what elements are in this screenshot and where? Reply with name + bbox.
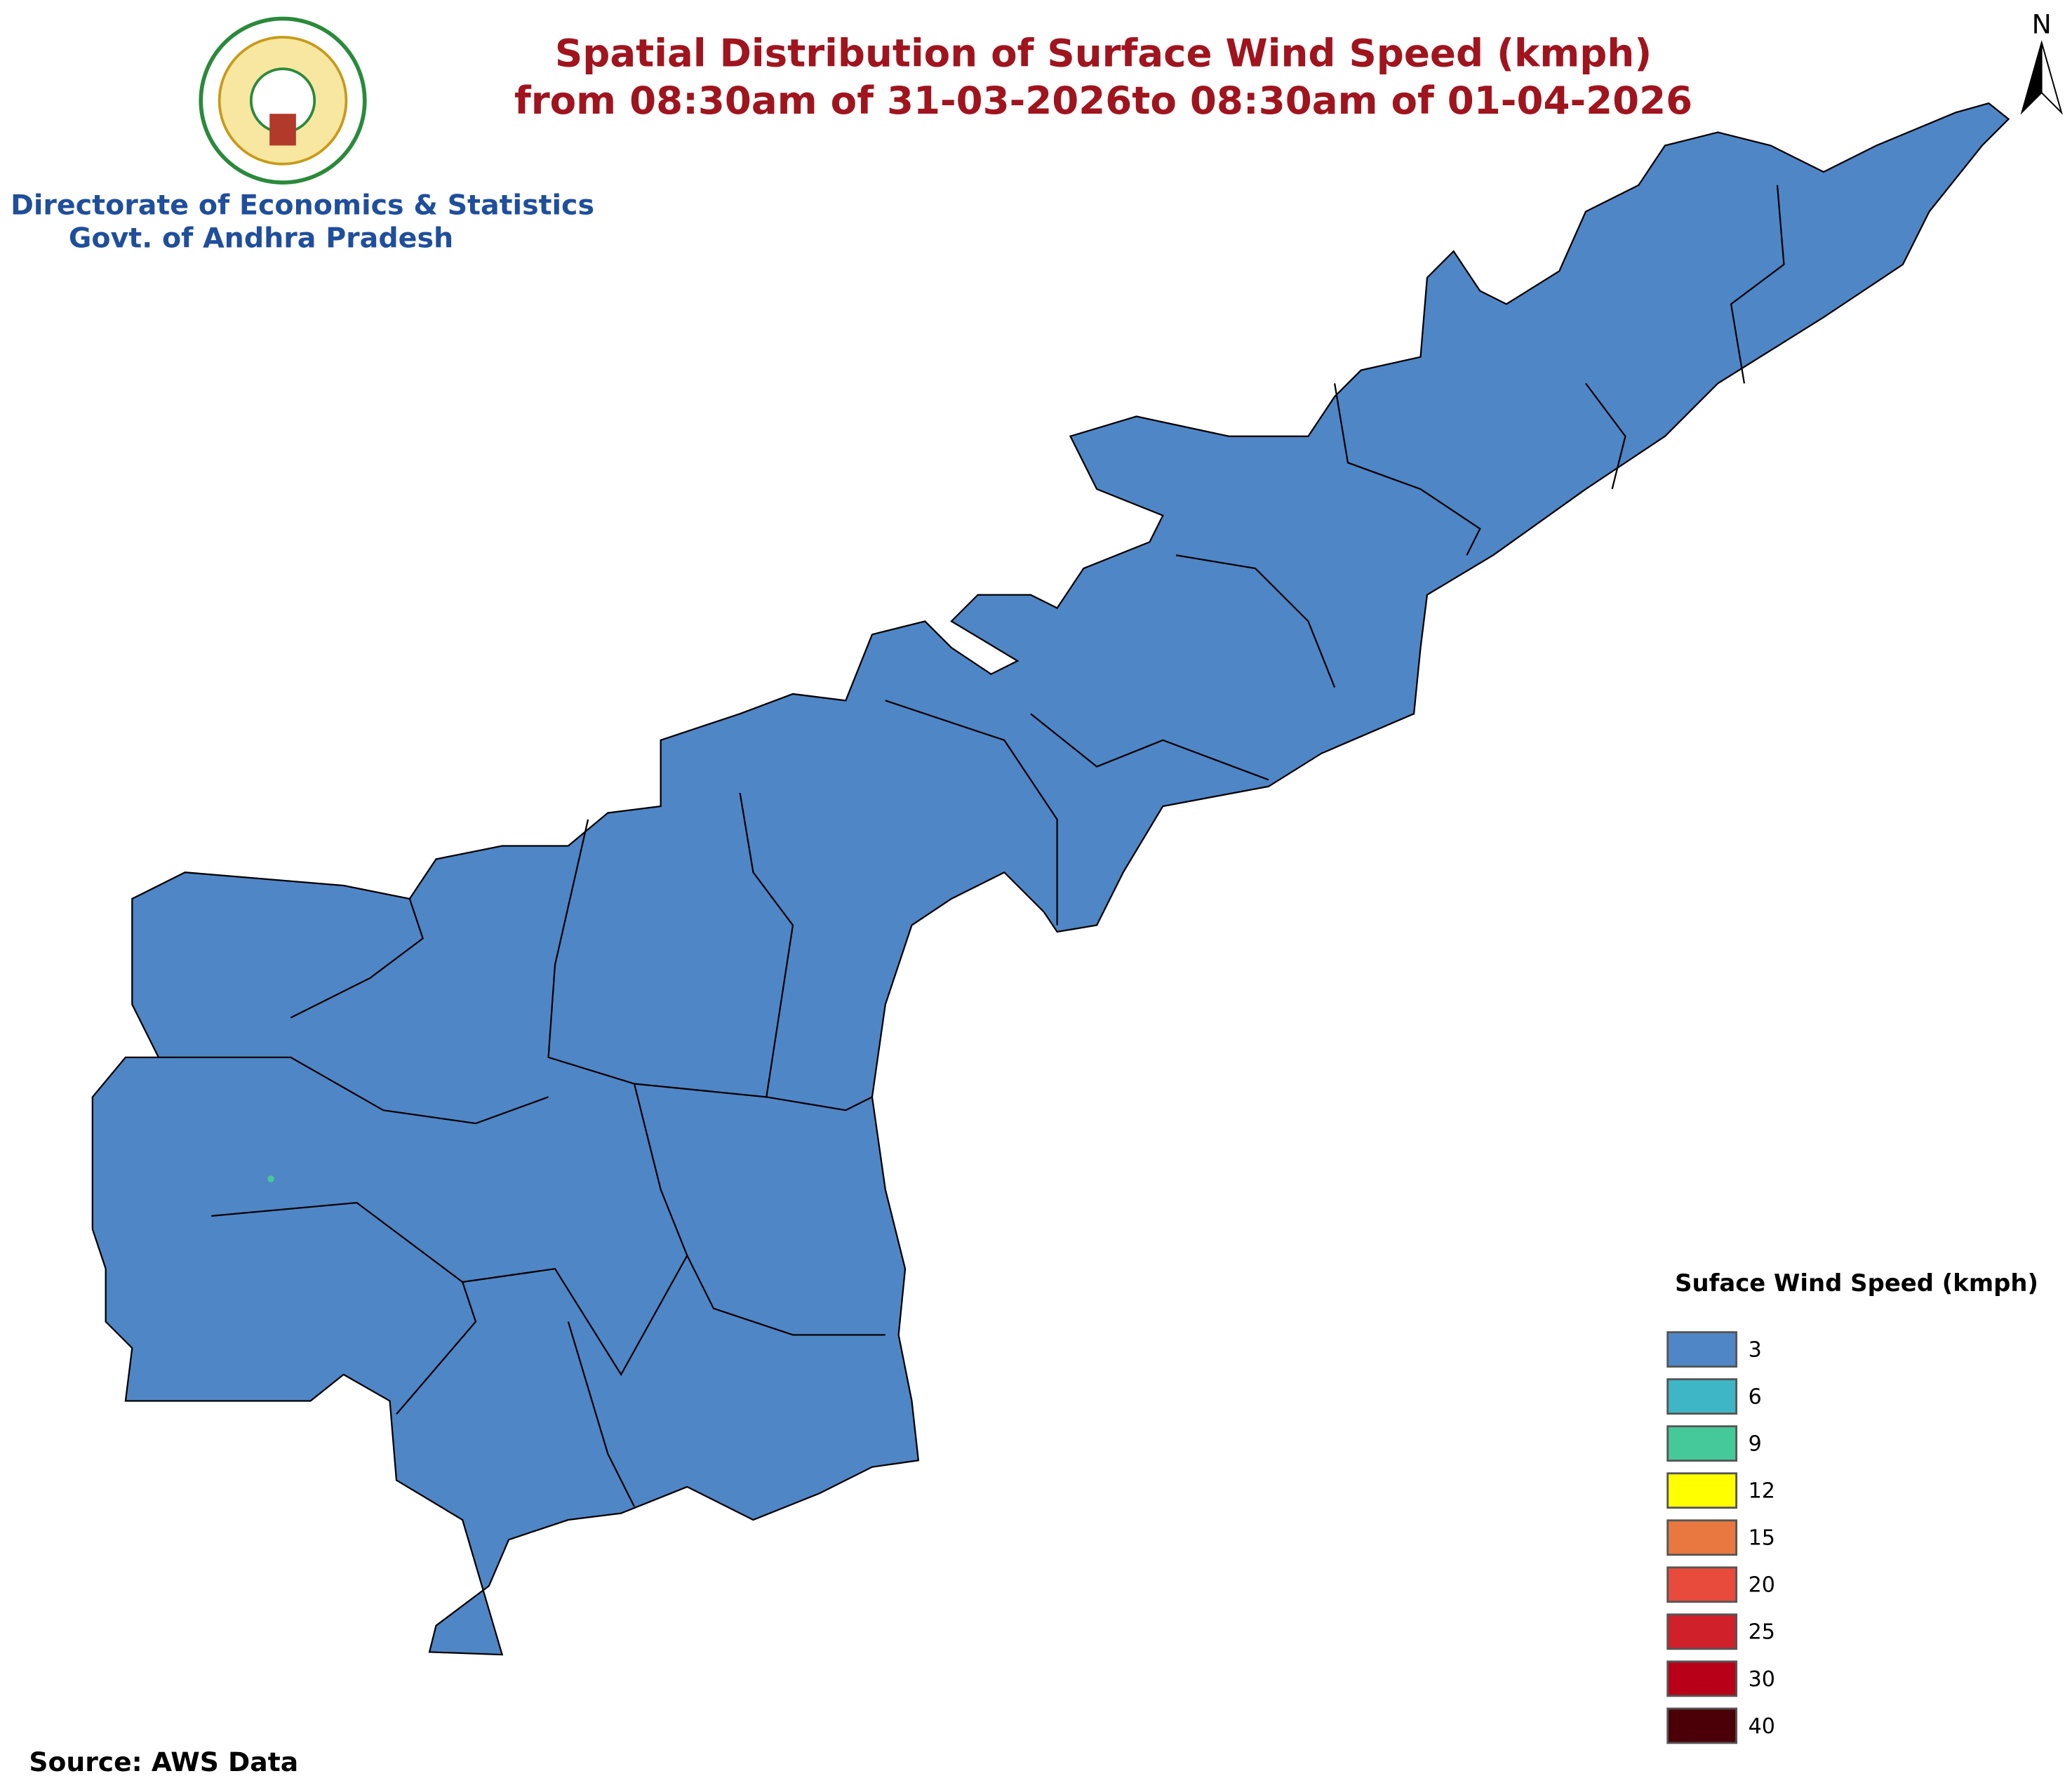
legend-swatch (1666, 1378, 1738, 1415)
station-point (267, 1175, 274, 1182)
legend-swatch (1666, 1519, 1738, 1556)
legend-label: 6 (1749, 1384, 1762, 1409)
org-line: Directorate of Economics & Statistics (11, 189, 594, 221)
legend: 3 6 9 12 15 20 25 30 40 (1666, 1331, 1775, 1744)
legend-label: 25 (1749, 1620, 1775, 1645)
legend-title: Suface Wind Speed (kmph) (1675, 1269, 2038, 1297)
map-subtitle: from 08:30am of 31-03-2026to 08:30am of … (514, 78, 1692, 123)
legend-swatch (1666, 1472, 1738, 1509)
legend-swatch (1666, 1425, 1738, 1462)
legend-swatch (1666, 1660, 1738, 1697)
state-area (91, 102, 2010, 1656)
legend-label: 3 (1749, 1337, 1762, 1362)
legend-label: 40 (1749, 1714, 1775, 1739)
legend-swatch (1666, 1707, 1738, 1744)
district-borders (158, 185, 1785, 1507)
legend-swatch (1666, 1613, 1738, 1650)
legend-label: 30 (1749, 1667, 1775, 1692)
org-line: Govt. of Andhra Pradesh (69, 222, 453, 254)
legend-swatch (1666, 1331, 1738, 1368)
source-note: Source: AWS Data (29, 1747, 298, 1777)
map-title: Spatial Distribution of Surface Wind Spe… (555, 30, 1652, 75)
legend-label: 9 (1749, 1432, 1762, 1457)
legend-swatch (1666, 1566, 1738, 1603)
north-label: N (2032, 8, 2052, 39)
legend-label: 12 (1749, 1479, 1775, 1504)
legend-label: 15 (1749, 1526, 1775, 1551)
legend-label: 20 (1749, 1573, 1775, 1598)
north-arrow (2040, 42, 2063, 115)
seal (199, 16, 367, 185)
